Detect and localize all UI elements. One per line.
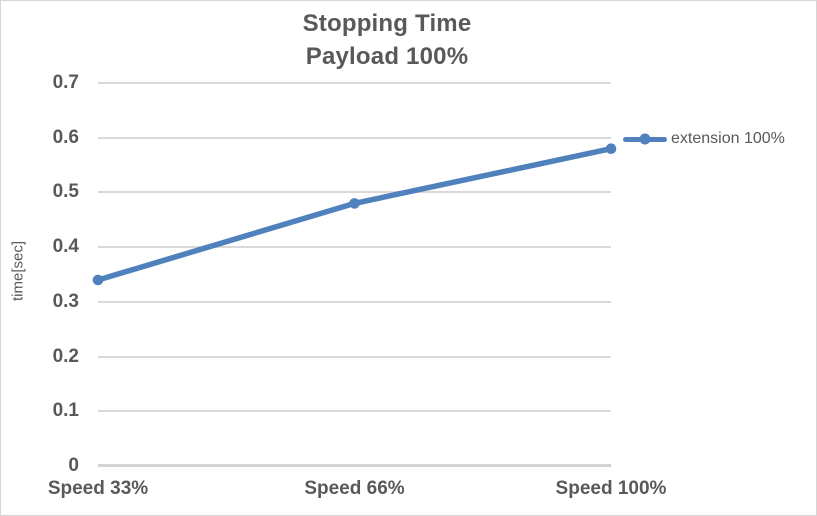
y-tick-label: 0.4 [52, 236, 79, 258]
line-series [92, 143, 617, 286]
gridline [98, 136, 611, 139]
legend-label: extension 100% [671, 130, 785, 147]
legend-line-marker-icon [623, 133, 667, 145]
y-tick-label: 0.1 [52, 400, 79, 422]
data-point-marker [92, 274, 104, 286]
x-axis-line [98, 464, 611, 467]
x-tick-label: Speed 33% [47, 478, 149, 499]
gridline [98, 300, 611, 303]
y-tick-label: 0 [68, 455, 79, 476]
y-tick-label: 0.3 [52, 290, 79, 312]
y-tick-label: 0.5 [52, 181, 79, 203]
y-tick-label: 0.2 [52, 345, 79, 367]
gridline [98, 355, 611, 358]
gridline [98, 82, 611, 84]
gridline [98, 191, 611, 194]
y-tick-label: 0.7 [52, 72, 79, 93]
legend: extension 100% [623, 130, 785, 148]
x-tick-label: Speed 100% [555, 478, 667, 499]
chart-title-line2: Payload 100% [305, 43, 469, 70]
y-axis-tick-labels: 0.7 0.6 0.5 0.4 0.3 0.2 0.1 0 [1, 1, 79, 515]
series-line [95, 145, 614, 283]
chart-title: Stopping Time Payload 100% [1, 7, 773, 73]
data-point-marker [349, 198, 360, 209]
chart-title-line1: Stopping Time [302, 10, 472, 37]
gridline [98, 246, 611, 249]
plot-area [92, 82, 617, 467]
legend-dot-icon [639, 133, 651, 145]
data-point-marker [605, 143, 617, 154]
gridline [98, 410, 611, 413]
y-tick-label: 0.6 [52, 126, 79, 148]
x-tick-label: Speed 66% [304, 478, 405, 499]
